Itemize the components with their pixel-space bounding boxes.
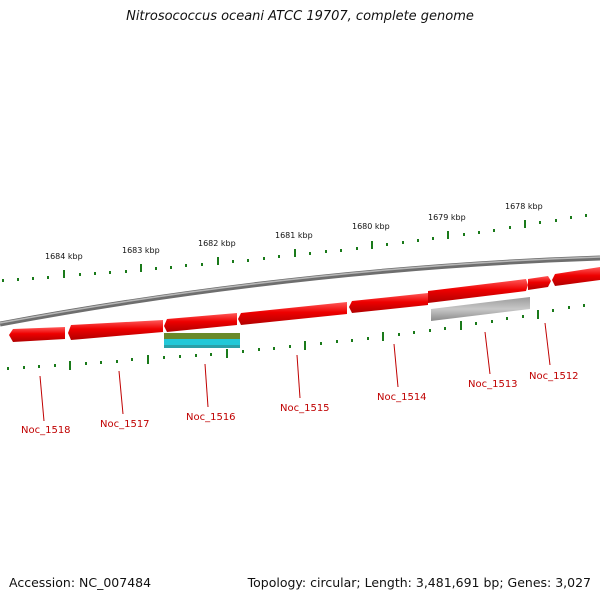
kbp-label: 1683 kbp — [122, 246, 160, 255]
gene-arrow — [68, 320, 163, 340]
gene-arrow — [238, 302, 347, 325]
domain-bar-cyan — [164, 339, 240, 345]
domain-bar-green — [164, 333, 240, 339]
gene-label: Noc_1513 — [468, 379, 518, 390]
leader-line — [39, 375, 45, 422]
gene-label: Noc_1515 — [280, 403, 330, 414]
leader-line — [118, 370, 124, 415]
gene-label: Noc_1512 — [529, 371, 579, 382]
kbp-label: 1680 kbp — [352, 222, 390, 231]
forward-strand-genes — [428, 276, 551, 303]
accession-text: Accession: NC_007484 — [9, 575, 152, 590]
genome-backbone-highlight — [0, 256, 600, 324]
leader-line — [544, 322, 551, 366]
gene-label: Noc_1517 — [100, 419, 150, 430]
leader-line — [393, 343, 399, 388]
kbp-label: 1679 kbp — [428, 213, 466, 222]
gene-arrow — [552, 267, 600, 286]
leader-line — [484, 331, 491, 375]
genome-backbone — [0, 255, 600, 327]
gene-arrow — [349, 293, 428, 313]
gene-arrow — [164, 313, 237, 332]
genome-summary-text: Topology: circular; Length: 3,481,691 bp… — [247, 575, 591, 590]
outer-scale-ticks — [2, 214, 587, 282]
gene-label: Noc_1518 — [21, 425, 71, 436]
domain-bar-teal — [164, 345, 240, 348]
inner-scale-ticks — [7, 304, 585, 370]
reverse-strand-genes — [9, 267, 600, 342]
genome-title: Nitrosococcus oceani ATCC 19707, complet… — [126, 9, 474, 24]
kbp-label: 1681 kbp — [275, 231, 313, 240]
pseudo-gene-bar — [431, 297, 530, 321]
gene-arrow — [428, 279, 528, 303]
leader-line — [296, 354, 301, 399]
kbp-label: 1684 kbp — [45, 252, 83, 261]
gene-label-leaders — [39, 322, 551, 422]
gene-arrow — [528, 276, 551, 290]
gene-label: Noc_1514 — [377, 392, 427, 403]
kbp-label: 1682 kbp — [198, 239, 236, 248]
gene-label: Noc_1516 — [186, 412, 236, 423]
gene-arrow — [9, 327, 65, 342]
leader-line — [204, 363, 209, 408]
kbp-label: 1678 kbp — [505, 202, 543, 211]
